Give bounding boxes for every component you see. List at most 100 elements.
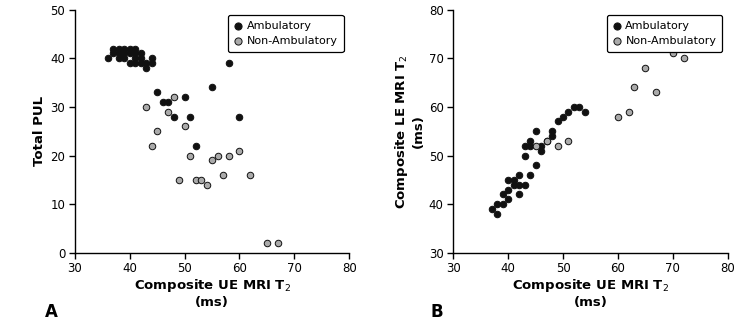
Ambulatory: [129, 46, 141, 51]
Text: B: B: [430, 303, 443, 321]
Ambulatory: [503, 187, 515, 192]
Y-axis label: Total PUL: Total PUL: [33, 96, 46, 166]
Ambulatory: [518, 182, 530, 187]
Ambulatory: [557, 114, 569, 119]
Ambulatory: [518, 153, 530, 158]
Non-Ambulatory: [184, 153, 196, 158]
Ambulatory: [535, 143, 547, 148]
Ambulatory: [168, 114, 180, 119]
Ambulatory: [508, 182, 520, 187]
Ambulatory: [157, 99, 169, 105]
Ambulatory: [546, 129, 558, 134]
Non-Ambulatory: [152, 129, 164, 134]
Ambulatory: [152, 90, 164, 95]
Ambulatory: [513, 172, 525, 178]
X-axis label: Composite UE MRI T$_2$
(ms): Composite UE MRI T$_2$ (ms): [512, 277, 669, 309]
Non-Ambulatory: [650, 90, 662, 95]
Ambulatory: [496, 202, 508, 207]
Ambulatory: [503, 197, 515, 202]
Ambulatory: [524, 143, 536, 148]
Ambulatory: [491, 202, 503, 207]
Ambulatory: [112, 51, 125, 56]
Ambulatory: [206, 85, 218, 90]
Ambulatory: [503, 177, 515, 182]
Ambulatory: [124, 51, 136, 56]
Ambulatory: [184, 114, 196, 119]
Ambulatory: [146, 61, 158, 66]
Legend: Ambulatory, Non-Ambulatory: Ambulatory, Non-Ambulatory: [607, 15, 722, 52]
Ambulatory: [129, 61, 141, 66]
Y-axis label: Composite LE MRI T$_2$
(ms): Composite LE MRI T$_2$ (ms): [392, 54, 424, 209]
Non-Ambulatory: [622, 109, 634, 114]
Ambulatory: [129, 51, 141, 56]
Ambulatory: [223, 61, 235, 66]
Non-Ambulatory: [233, 148, 245, 153]
Ambulatory: [107, 51, 119, 56]
Non-Ambulatory: [217, 172, 229, 178]
Ambulatory: [541, 138, 553, 144]
Non-Ambulatory: [551, 143, 563, 148]
Ambulatory: [135, 61, 147, 66]
Ambulatory: [518, 143, 530, 148]
Non-Ambulatory: [678, 56, 690, 61]
Non-Ambulatory: [530, 143, 542, 148]
Ambulatory: [129, 56, 141, 61]
Non-Ambulatory: [261, 240, 273, 246]
Ambulatory: [568, 104, 580, 110]
Ambulatory: [162, 99, 174, 105]
Non-Ambulatory: [562, 138, 574, 144]
Ambulatory: [530, 163, 542, 168]
Ambulatory: [491, 211, 503, 216]
Ambulatory: [486, 206, 498, 212]
Ambulatory: [562, 109, 574, 114]
Ambulatory: [124, 46, 136, 51]
Ambulatory: [233, 114, 245, 119]
Ambulatory: [135, 51, 147, 56]
Non-Ambulatory: [272, 240, 284, 246]
Non-Ambulatory: [628, 85, 640, 90]
Ambulatory: [530, 129, 542, 134]
Ambulatory: [178, 95, 190, 100]
Ambulatory: [496, 192, 508, 197]
Non-Ambulatory: [211, 153, 223, 158]
Ambulatory: [579, 109, 591, 114]
Non-Ambulatory: [190, 177, 202, 182]
Ambulatory: [546, 133, 558, 139]
Non-Ambulatory: [612, 114, 624, 119]
Ambulatory: [118, 56, 130, 61]
Ambulatory: [140, 65, 152, 71]
Non-Ambulatory: [206, 158, 218, 163]
Ambulatory: [190, 143, 202, 148]
Non-Ambulatory: [667, 51, 679, 56]
X-axis label: Composite UE MRI T$_2$
(ms): Composite UE MRI T$_2$ (ms): [134, 277, 290, 309]
Ambulatory: [124, 61, 136, 66]
Non-Ambulatory: [178, 124, 190, 129]
Text: A: A: [45, 303, 58, 321]
Ambulatory: [508, 177, 520, 182]
Ambulatory: [513, 182, 525, 187]
Ambulatory: [513, 192, 525, 197]
Ambulatory: [146, 56, 158, 61]
Non-Ambulatory: [173, 177, 185, 182]
Ambulatory: [112, 46, 125, 51]
Ambulatory: [118, 46, 130, 51]
Non-Ambulatory: [162, 109, 174, 114]
Non-Ambulatory: [244, 172, 256, 178]
Non-Ambulatory: [168, 95, 180, 100]
Ambulatory: [102, 56, 114, 61]
Ambulatory: [574, 104, 586, 110]
Ambulatory: [524, 172, 536, 178]
Non-Ambulatory: [195, 177, 207, 182]
Non-Ambulatory: [223, 153, 235, 158]
Legend: Ambulatory, Non-Ambulatory: Ambulatory, Non-Ambulatory: [228, 15, 344, 52]
Non-Ambulatory: [140, 104, 152, 110]
Ambulatory: [135, 56, 147, 61]
Ambulatory: [107, 46, 119, 51]
Non-Ambulatory: [541, 138, 553, 144]
Ambulatory: [118, 51, 130, 56]
Ambulatory: [524, 138, 536, 144]
Non-Ambulatory: [200, 182, 212, 187]
Ambulatory: [551, 119, 563, 124]
Non-Ambulatory: [639, 65, 651, 71]
Non-Ambulatory: [146, 143, 158, 148]
